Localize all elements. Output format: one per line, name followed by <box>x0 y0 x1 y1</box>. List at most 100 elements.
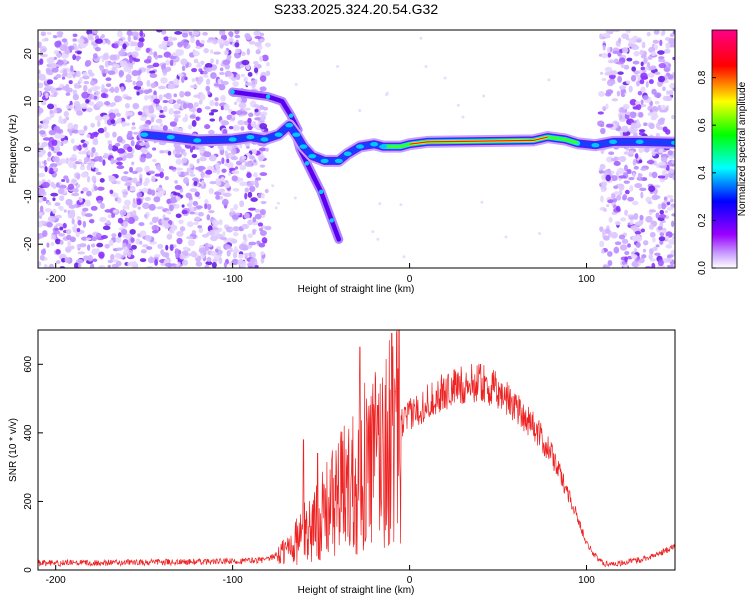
noise-speckle <box>629 98 637 106</box>
noise-speckle <box>95 167 99 173</box>
noise-speckle <box>148 107 155 114</box>
noise-speckle <box>637 90 643 96</box>
noise-speckle <box>170 224 178 231</box>
spectrogram-x-tick-label: -200 <box>46 274 66 285</box>
noise-speckle <box>103 101 111 106</box>
noise-speckle <box>636 234 641 238</box>
noise-speckle <box>188 196 193 202</box>
noise-speckle <box>102 73 107 77</box>
noise-speckle <box>604 66 613 73</box>
noise-speckle <box>254 260 258 265</box>
noise-speckle <box>59 44 68 52</box>
noise-speckle <box>131 122 136 126</box>
noise-speckle <box>632 200 639 206</box>
noise-speckle <box>143 59 152 64</box>
ridge-blob <box>246 134 255 140</box>
noise-speckle <box>643 240 649 246</box>
noise-speckle <box>161 30 167 35</box>
noise-speckle <box>624 256 628 263</box>
noise-speckle <box>667 254 674 258</box>
noise-speckle <box>58 233 66 237</box>
noise-speckle <box>638 159 643 164</box>
noise-speckle <box>140 156 146 163</box>
snr-x-tick-label: 0 <box>407 575 413 586</box>
noise-speckle <box>253 30 262 36</box>
noise-speckle <box>94 185 98 192</box>
noise-speckle <box>117 148 126 154</box>
noise-speckle <box>131 177 138 184</box>
noise-speckle <box>118 50 125 57</box>
noise-speckle <box>50 62 57 68</box>
noise-speckle <box>98 251 105 259</box>
noise-speckle <box>125 110 129 118</box>
noise-speckle <box>52 197 56 202</box>
noise-speckle <box>191 120 197 127</box>
noise-speckle <box>65 104 71 109</box>
noise-speckle <box>38 73 46 81</box>
noise-speckle <box>260 113 266 121</box>
spectrogram-x-label: Height of straight line (km) <box>298 284 415 295</box>
noise-speckle <box>647 112 653 117</box>
noise-speckle <box>248 207 257 211</box>
noise-speckle <box>72 145 77 152</box>
noise-speckle <box>627 243 631 248</box>
noise-speckle <box>182 246 189 251</box>
noise-speckle <box>38 82 44 89</box>
noise-speckle <box>626 57 633 62</box>
colorbar-tick-label: 0.6 <box>697 118 708 132</box>
noise-speckle <box>142 244 149 248</box>
colorbar-gradient <box>711 29 738 269</box>
noise-speckle <box>224 63 231 70</box>
noise-speckle <box>179 90 185 98</box>
noise-speckle <box>69 236 76 243</box>
noise-speckle <box>76 50 82 55</box>
noise-speckle <box>260 200 267 205</box>
noise-speckle <box>178 219 184 224</box>
noise-speckle <box>631 66 637 72</box>
noise-speckle <box>204 242 210 248</box>
noise-speckle <box>112 131 117 138</box>
noise-speckle <box>138 222 145 227</box>
noise-speckle <box>609 59 615 64</box>
noise-speckle <box>192 200 199 207</box>
noise-speckle <box>161 68 168 74</box>
noise-speckle <box>482 94 486 98</box>
noise-speckle <box>189 188 198 193</box>
noise-speckle <box>137 76 142 82</box>
noise-speckle <box>538 231 542 235</box>
noise-speckle <box>628 85 633 93</box>
noise-speckle <box>247 262 253 267</box>
noise-speckle <box>189 211 195 215</box>
noise-speckle <box>75 70 81 78</box>
noise-speckle <box>174 31 183 35</box>
noise-speckle <box>167 150 172 156</box>
noise-speckle <box>109 54 117 61</box>
noise-speckle <box>254 181 260 188</box>
noise-speckle <box>116 117 122 124</box>
noise-speckle <box>179 126 184 133</box>
noise-speckle <box>642 248 647 253</box>
snr-x-tick-label: 100 <box>578 575 595 586</box>
noise-speckle <box>672 56 675 61</box>
noise-speckle <box>53 230 61 235</box>
noise-speckle <box>55 249 61 255</box>
noise-speckle <box>654 71 661 75</box>
noise-speckle <box>606 46 611 53</box>
noise-speckle <box>187 102 194 109</box>
noise-speckle <box>602 105 607 112</box>
noise-speckle <box>144 109 150 113</box>
noise-speckle <box>68 45 75 51</box>
noise-speckle <box>122 193 127 198</box>
noise-speckle <box>116 135 123 143</box>
noise-speckle <box>632 158 637 166</box>
noise-speckle <box>49 163 58 168</box>
noise-speckle <box>60 137 65 142</box>
noise-speckle <box>199 93 206 101</box>
noise-speckle <box>628 216 636 220</box>
noise-speckle <box>601 249 605 254</box>
noise-speckle <box>663 67 671 73</box>
noise-speckle <box>599 240 605 248</box>
noise-speckle <box>47 151 52 158</box>
noise-speckle <box>159 171 164 179</box>
noise-speckle <box>76 215 82 221</box>
